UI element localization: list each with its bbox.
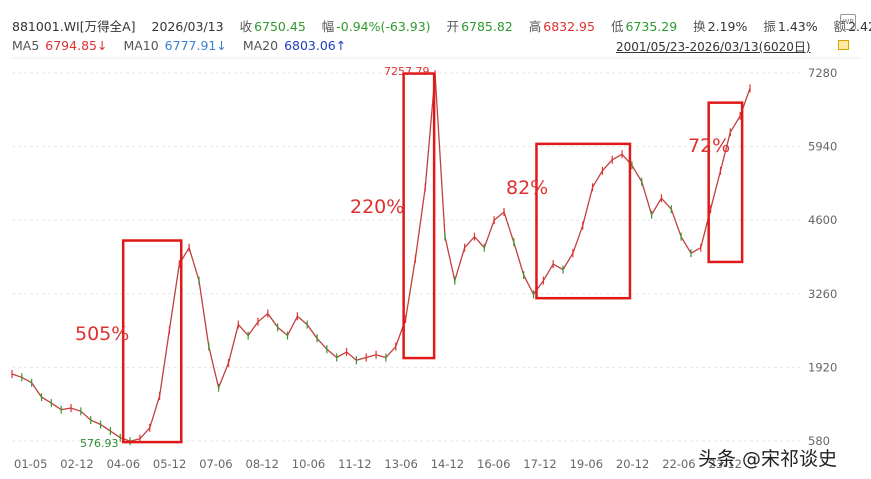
- ma20-label: MA20: [242, 38, 279, 53]
- quote-date: 2026/03/13: [151, 19, 224, 34]
- x-tick-label: 11-12: [338, 457, 371, 471]
- x-tick-label: 17-12: [523, 457, 556, 471]
- annotations: 505% 220% 82% 72% 7257.79 576.93: [75, 65, 730, 450]
- close-label: 收: [239, 19, 253, 34]
- x-tick-label: 13-06: [384, 457, 417, 471]
- ma10-label: MA10: [123, 38, 159, 53]
- series-line: [11, 70, 751, 446]
- ma5-label: MA5: [12, 38, 40, 53]
- rally-frame: [707, 101, 744, 264]
- wp-export-icon[interactable]: WP: [840, 14, 856, 30]
- x-tick-label: 23-12: [709, 457, 742, 471]
- open-label: 开: [446, 19, 460, 34]
- min-price-label: 576.93: [80, 437, 119, 450]
- amount-label: 额: [833, 19, 847, 34]
- rally-frame: [121, 239, 183, 444]
- close-value: 6750.45: [254, 19, 306, 34]
- x-tick-label: 05-12: [153, 457, 186, 471]
- y-axis: 7280 5940 4600 3260 1920 580: [808, 66, 837, 448]
- ma20-value: 6803.06↑: [284, 38, 347, 53]
- amplitude-value: 1.43%: [777, 19, 818, 34]
- x-tick-label: 20-12: [616, 457, 649, 471]
- turnover-value: 2.19%: [707, 19, 748, 34]
- x-tick-label: 07-06: [199, 457, 232, 471]
- ma10-value: 6777.91↓: [164, 38, 227, 53]
- amount-value: 2.42万亿: [848, 19, 871, 34]
- x-tick-label: 01-05: [14, 457, 47, 471]
- y-tick-label: 1920: [808, 360, 837, 374]
- max-price-label: 7257.79: [384, 65, 430, 78]
- ma5-value: 6794.85↓: [45, 38, 108, 53]
- y-tick-label: 3260: [808, 287, 837, 301]
- rally-frame: [535, 142, 632, 300]
- low-value: 6735.29: [625, 19, 678, 34]
- high-value: 6832.95: [543, 19, 595, 34]
- series-line-path: [11, 74, 751, 442]
- high-label: 高: [528, 19, 542, 34]
- open-value: 6785.82: [461, 19, 513, 34]
- rally-frame: [402, 72, 436, 360]
- amplitude-label: 振: [763, 19, 776, 34]
- x-tick-label: 08-12: [246, 457, 279, 471]
- x-tick-label: 14-12: [431, 457, 464, 471]
- grid: [12, 72, 800, 442]
- gain-label: 505%: [75, 323, 129, 345]
- y-tick-label: 580: [808, 434, 830, 448]
- lock-icon[interactable]: [838, 40, 849, 50]
- x-tick-label: 02-12: [60, 457, 93, 471]
- x-tick-label: 22-06: [662, 457, 695, 471]
- date-range-link[interactable]: 2001/05/23-2026/03/13(6020日): [616, 40, 811, 54]
- index-code: 881001.WI[万得全A]: [12, 19, 136, 34]
- quote-header: 881001.WI[万得全A] 2026/03/13 收 6750.45 幅 -0.…: [12, 16, 871, 35]
- x-tick-label: 16-06: [477, 457, 510, 471]
- low-label: 低: [610, 19, 624, 34]
- watermark: 头条 @宋祁谈史: [698, 448, 838, 470]
- gain-label: 82%: [506, 177, 548, 199]
- y-tick-label: 5940: [808, 140, 837, 154]
- y-tick-label: 7280: [808, 66, 837, 80]
- x-axis: 01-05 02-12 04-06 05-12 07-06 08-12 10-06 11-12…: [14, 457, 742, 471]
- highlight-frames: [121, 72, 744, 444]
- turnover-label: 换: [693, 19, 706, 34]
- ma-header: MA5 6794.85↓ MA10 6777.91↓ MA20 6803.06↑: [12, 38, 348, 53]
- x-tick-label: 10-06: [292, 457, 325, 471]
- gain-label: 220%: [350, 196, 404, 218]
- gain-label: 72%: [688, 135, 730, 157]
- x-tick-label: 04-06: [107, 457, 140, 471]
- x-tick-label: 19-06: [570, 457, 603, 471]
- change-value: -0.94%(-63.93): [336, 19, 431, 34]
- y-tick-label: 4600: [808, 213, 837, 227]
- change-label: 幅: [321, 19, 335, 34]
